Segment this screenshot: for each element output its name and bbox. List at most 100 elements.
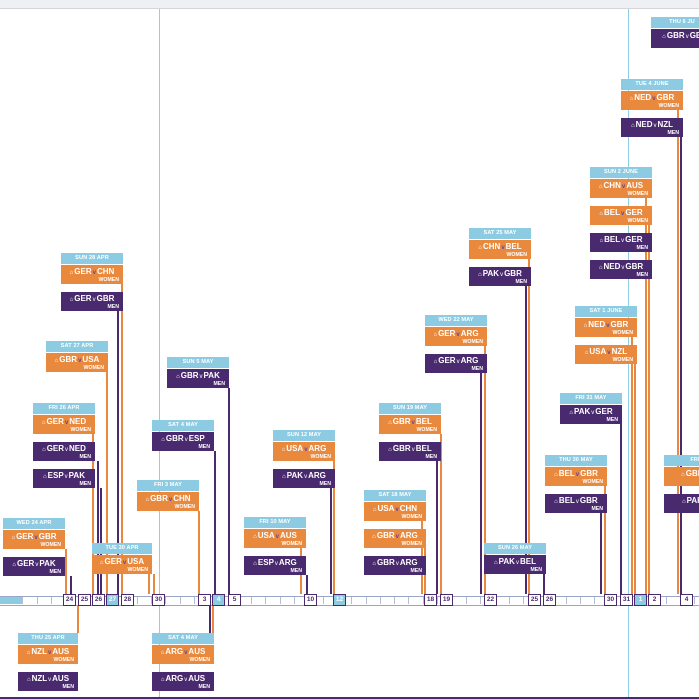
connector-stem <box>604 486 606 594</box>
home-icon: ⌂ <box>372 507 377 513</box>
match-card[interactable]: ⌂NZLvAUS MEN <box>18 672 78 691</box>
match-teams: ⌂GBRvARG <box>364 531 426 542</box>
match-card[interactable]: ⌂GBRvGB <box>651 29 699 48</box>
timeline-tick <box>294 597 295 604</box>
match-category: WOMEN <box>53 657 74 663</box>
timeline-day[interactable]: 25 <box>528 594 541 606</box>
match-card[interactable]: ⌂BELvGER MEN <box>590 233 652 252</box>
connector-stem <box>333 461 335 594</box>
match-card[interactable]: ⌂USAvCHN WOMEN <box>364 502 426 521</box>
match-card[interactable]: ⌂NEDvGBR WOMEN <box>575 318 637 337</box>
match-card[interactable]: ⌂NZLvAUS WOMEN <box>18 645 78 664</box>
match-card[interactable]: ⌂NEDvGBR MEN <box>590 260 652 279</box>
away-team: AUS <box>188 674 206 683</box>
fixture-date-header: FRI 3 MAY <box>137 480 199 491</box>
match-card[interactable]: ⌂PAKv <box>664 494 699 513</box>
timeline-day[interactable]: 25 <box>78 594 91 606</box>
match-teams: ⌂NEDvGBR <box>575 320 637 331</box>
timeline-day[interactable]: 30 <box>604 594 617 606</box>
match-card[interactable]: ⌂BELvGBR MEN <box>545 494 607 513</box>
connector-stem <box>631 337 633 594</box>
match-card[interactable]: ⌂CHNvBEL WOMEN <box>469 240 531 259</box>
timeline-day[interactable]: 30 <box>152 594 165 606</box>
away-team: ARG <box>399 531 418 540</box>
timeline-day[interactable]: 4 <box>212 594 225 606</box>
home-team: GBR <box>165 434 184 443</box>
versus-mark: v <box>78 358 82 364</box>
match-teams: ⌂GERvUSA <box>92 557 152 568</box>
match-card[interactable]: ⌂PAKvGBR MEN <box>469 267 531 286</box>
versus-mark: v <box>456 359 460 365</box>
match-card[interactable]: ⌂NEDvNZL MEN <box>621 118 683 137</box>
timeline-day[interactable]: 2 <box>648 594 661 606</box>
match-card[interactable]: ⌂GERvGBR MEN <box>61 292 123 311</box>
home-team: USA <box>257 531 275 540</box>
timeline-day[interactable]: 5 <box>228 594 241 606</box>
match-card[interactable]: ⌂GBRv <box>664 467 699 486</box>
match-card[interactable]: ⌂GERvNED MEN <box>33 442 95 461</box>
match-card[interactable]: ⌂ARGvAUS MEN <box>152 672 214 691</box>
match-card[interactable]: ⌂PAKvGER MEN <box>560 405 622 424</box>
match-card[interactable]: ⌂USAvAUS WOMEN <box>244 529 306 548</box>
timeline-day[interactable]: 31 <box>620 594 633 606</box>
timeline-day[interactable]: 27 <box>106 594 119 606</box>
connector-stem <box>306 575 308 594</box>
timeline-day[interactable]: 19 <box>440 594 453 606</box>
timeline-day[interactable]: 28 <box>121 594 134 606</box>
match-card[interactable]: ⌂GBRvBEL MEN <box>379 442 441 461</box>
match-card[interactable]: ⌂GERvUSA WOMEN <box>92 555 152 574</box>
home-icon: ⌂ <box>599 211 603 217</box>
timeline-day[interactable]: 26 <box>92 594 105 606</box>
match-card[interactable]: ⌂GERvGBR WOMEN <box>3 530 65 549</box>
away-team: GER <box>625 235 643 244</box>
timeline-day[interactable]: 1 <box>634 594 647 606</box>
match-card[interactable]: ⌂ESPvARG MEN <box>244 556 306 575</box>
match-card[interactable]: ⌂CHNvAUS WOMEN <box>590 179 652 198</box>
match-category: MEN <box>290 568 302 574</box>
match-card[interactable]: ⌂GBRvUSA WOMEN <box>46 353 108 372</box>
away-team: ARG <box>308 471 326 480</box>
match-card[interactable]: ⌂GERvCHN WOMEN <box>61 265 123 284</box>
home-icon: ⌂ <box>554 472 558 478</box>
match-card[interactable]: ⌂GBRvARG MEN <box>364 556 426 575</box>
connector-stem <box>543 574 545 594</box>
timeline-day[interactable]: 12 <box>333 594 346 606</box>
match-card[interactable]: ⌂USAvARG WOMEN <box>273 442 335 461</box>
match-card[interactable]: ⌂GBRvBEL WOMEN <box>379 415 441 434</box>
match-card[interactable]: ⌂GERvARG WOMEN <box>425 327 487 346</box>
match-card[interactable]: ⌂GBRvCHN WOMEN <box>137 492 199 511</box>
match-teams: ⌂GERvGBR <box>61 294 123 305</box>
match-card[interactable]: ⌂GBRvPAK MEN <box>167 369 229 388</box>
match-card[interactable]: ⌂BELvGBR WOMEN <box>545 467 607 486</box>
match-card[interactable]: ⌂USAvNZL WOMEN <box>575 345 637 364</box>
match-card[interactable]: ⌂GERvNED WOMEN <box>33 415 95 434</box>
timeline-day[interactable]: 26 <box>543 594 556 606</box>
match-card[interactable]: ⌂GBRvESP MEN <box>152 432 214 451</box>
match-card[interactable]: ⌂BELvGER WOMEN <box>590 206 652 225</box>
home-icon: ⌂ <box>433 332 438 338</box>
timeline-day[interactable]: 3 <box>198 594 211 606</box>
match-card[interactable]: ⌂ESPvPAK MEN <box>33 469 95 488</box>
home-icon: ⌂ <box>26 650 31 656</box>
match-card[interactable]: ⌂GERvARG MEN <box>425 354 487 373</box>
match-teams: ⌂PAKvBEL <box>484 557 546 568</box>
match-card[interactable]: ⌂GBRvARG WOMEN <box>364 529 426 548</box>
home-icon: ⌂ <box>388 447 392 453</box>
home-icon: ⌂ <box>99 560 104 566</box>
timeline-day[interactable]: 4 <box>680 594 693 606</box>
match-card[interactable]: ⌂PAKvARG MEN <box>273 469 335 488</box>
timeline-tick <box>666 597 667 604</box>
timeline-day[interactable]: 22 <box>484 594 497 606</box>
match-card[interactable]: ⌂GERvPAK MEN <box>3 557 65 576</box>
timeline-day[interactable]: 24 <box>63 594 76 606</box>
match-card[interactable]: ⌂PAKvBEL MEN <box>484 555 546 574</box>
away-team: NZL <box>657 120 674 129</box>
match-card[interactable]: ⌂ARGvAUS WOMEN <box>152 645 214 664</box>
timeline-day[interactable]: 18 <box>424 594 437 606</box>
versus-mark: v <box>199 374 203 380</box>
away-team: CHN <box>399 504 418 513</box>
match-card[interactable]: ⌂NEDvGBR WOMEN <box>621 91 683 110</box>
versus-mark: v <box>395 507 399 513</box>
timeline-day[interactable]: 10 <box>304 594 317 606</box>
match-category: MEN <box>213 381 225 387</box>
